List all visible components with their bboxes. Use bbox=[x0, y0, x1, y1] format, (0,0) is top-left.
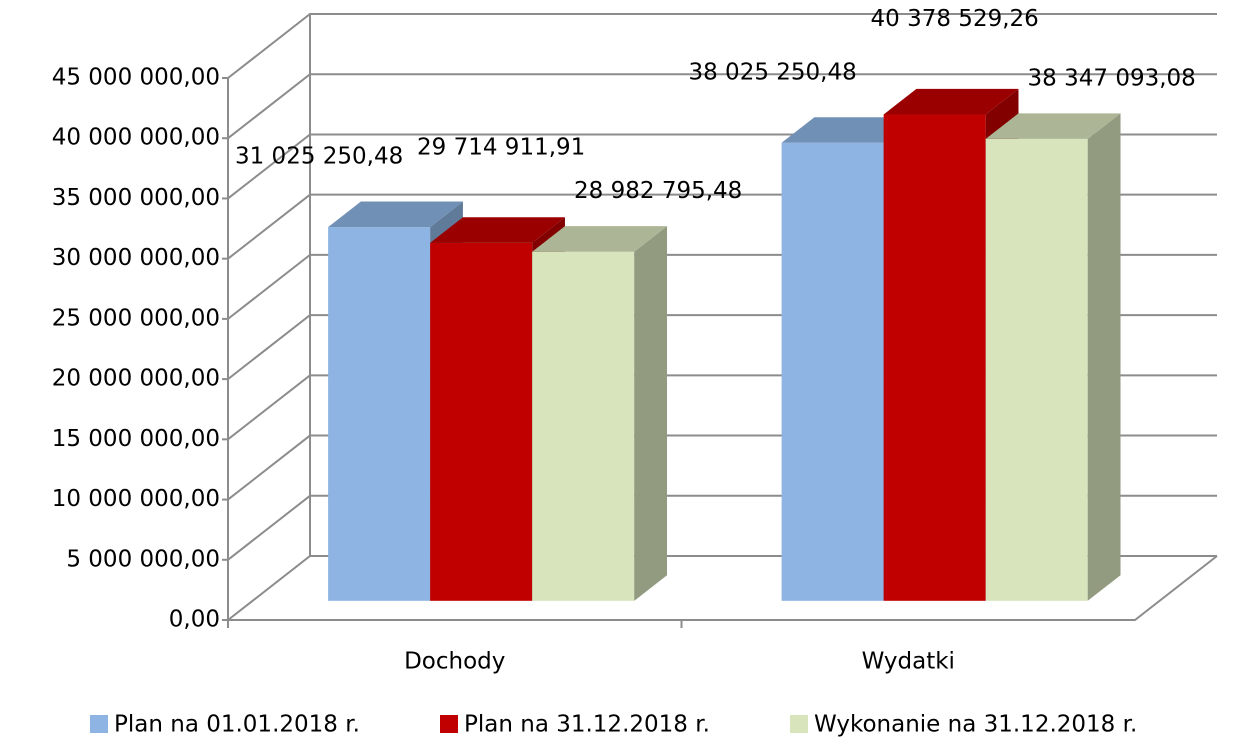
y-tick-label: 40 000 000,00 bbox=[52, 125, 220, 151]
bar-top bbox=[430, 217, 565, 243]
data-label: 38 347 093,08 bbox=[1028, 65, 1196, 91]
y-tick-label: 10 000 000,00 bbox=[52, 486, 220, 512]
bar-side bbox=[634, 226, 668, 601]
bar bbox=[328, 227, 431, 601]
legend-swatch bbox=[790, 715, 808, 733]
bar-top bbox=[985, 113, 1121, 139]
grid-line bbox=[227, 13, 1217, 79]
bar bbox=[430, 242, 533, 601]
y-tick-label: 30 000 000,00 bbox=[52, 245, 220, 271]
y-tick-label: 15 000 000,00 bbox=[52, 426, 220, 452]
data-label: 38 025 250,48 bbox=[688, 59, 856, 85]
bar bbox=[985, 138, 1088, 601]
legend-swatch bbox=[440, 715, 458, 733]
y-tick-label: 45 000 000,00 bbox=[52, 65, 220, 91]
bar bbox=[532, 251, 635, 601]
y-tick-label: 20 000 000,00 bbox=[52, 366, 220, 392]
floor bbox=[228, 555, 1218, 621]
x-tick-label: Dochody bbox=[404, 649, 505, 675]
legend-label: Plan na 01.01.2018 r. bbox=[114, 712, 360, 738]
data-label: 31 025 250,48 bbox=[235, 144, 403, 170]
grid-line bbox=[227, 73, 1217, 140]
y-tick-label: 0,00 bbox=[169, 607, 220, 633]
bar-top bbox=[328, 201, 463, 228]
x-tick-label: Wydatki bbox=[862, 649, 955, 675]
bar-top bbox=[883, 88, 1019, 115]
data-label: 28 982 795,48 bbox=[574, 178, 742, 204]
data-label: 40 378 529,26 bbox=[871, 6, 1039, 32]
legend-label: Wykonanie na 31.12.2018 r. bbox=[814, 712, 1137, 738]
bar-top bbox=[532, 226, 668, 252]
data-label: 29 714 911,91 bbox=[417, 134, 585, 160]
legend-swatch bbox=[90, 715, 108, 733]
bar-top bbox=[781, 117, 917, 143]
y-tick-label: 5 000 000,00 bbox=[66, 546, 220, 572]
bar bbox=[781, 142, 884, 601]
y-tick-label: 35 000 000,00 bbox=[52, 185, 220, 211]
legend-label: Plan na 31.12.2018 r. bbox=[464, 712, 710, 738]
bar bbox=[883, 114, 986, 601]
y-tick-label: 25 000 000,00 bbox=[52, 305, 220, 331]
bar-side bbox=[1087, 113, 1121, 601]
